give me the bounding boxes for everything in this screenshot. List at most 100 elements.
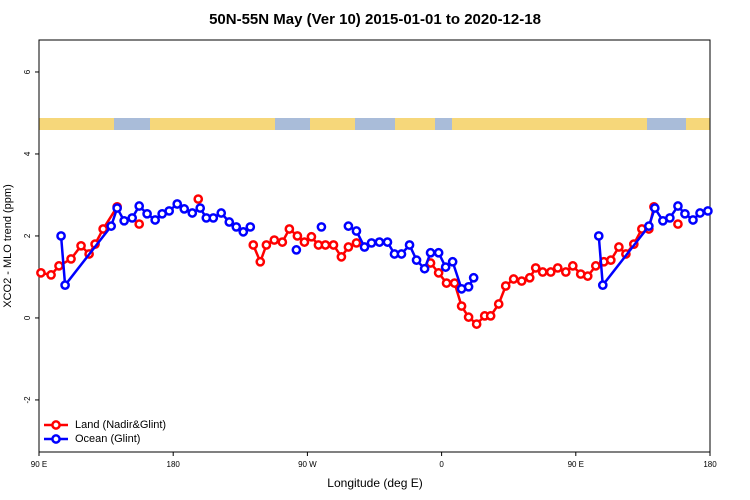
point bbox=[179, 204, 190, 214]
point bbox=[524, 272, 535, 283]
point bbox=[172, 199, 183, 209]
point bbox=[605, 255, 616, 265]
point bbox=[292, 231, 303, 241]
point bbox=[441, 278, 452, 288]
point bbox=[231, 222, 242, 232]
x-tick-label: 180 bbox=[167, 460, 181, 469]
point bbox=[493, 299, 504, 309]
point bbox=[688, 215, 698, 225]
point bbox=[366, 238, 377, 248]
point bbox=[277, 237, 288, 247]
plot-frame bbox=[38, 39, 711, 453]
point bbox=[134, 201, 145, 211]
point bbox=[471, 319, 482, 329]
point bbox=[224, 217, 235, 227]
point bbox=[649, 203, 660, 213]
point bbox=[306, 231, 317, 242]
point bbox=[433, 268, 444, 278]
point bbox=[359, 242, 370, 252]
point bbox=[516, 276, 527, 286]
point bbox=[382, 237, 393, 247]
point bbox=[134, 219, 145, 229]
point bbox=[164, 206, 175, 216]
point bbox=[255, 256, 266, 267]
point bbox=[36, 268, 46, 278]
point bbox=[419, 263, 430, 274]
point bbox=[597, 280, 608, 291]
chart-title: 50N-55N May (Ver 10) 2015-01-01 to 2020-… bbox=[209, 11, 541, 28]
point bbox=[216, 208, 227, 218]
point bbox=[433, 247, 444, 258]
land-ocean-strip bbox=[39, 118, 710, 130]
point bbox=[187, 208, 198, 218]
point bbox=[447, 256, 458, 267]
point bbox=[665, 213, 675, 223]
point bbox=[508, 274, 519, 284]
point bbox=[336, 252, 347, 262]
legend-label: Land (Nadir&Glint) bbox=[75, 419, 166, 431]
x-tick-label: 0 bbox=[439, 460, 444, 469]
point bbox=[299, 237, 310, 247]
point bbox=[248, 240, 259, 250]
land-strip bbox=[395, 118, 435, 130]
point bbox=[468, 272, 479, 283]
legend-label: Ocean (Glint) bbox=[75, 433, 140, 445]
point bbox=[456, 301, 467, 311]
point bbox=[673, 201, 683, 211]
point bbox=[614, 242, 624, 252]
point bbox=[54, 261, 64, 271]
point bbox=[208, 213, 219, 223]
point bbox=[582, 271, 593, 281]
point bbox=[567, 261, 578, 271]
point bbox=[343, 242, 354, 252]
legend-marker bbox=[51, 434, 61, 444]
point bbox=[119, 215, 129, 226]
point bbox=[530, 263, 541, 273]
point bbox=[316, 222, 327, 232]
land-strip bbox=[452, 118, 647, 130]
point bbox=[545, 267, 556, 277]
point bbox=[142, 208, 152, 219]
x-tick-label: 90 E bbox=[31, 460, 47, 469]
point bbox=[411, 255, 422, 265]
land-strip bbox=[310, 118, 355, 130]
y-tick-label: 2 bbox=[23, 233, 32, 238]
point bbox=[440, 262, 451, 272]
point bbox=[396, 249, 407, 259]
point bbox=[238, 227, 249, 237]
y-tick-label: 0 bbox=[23, 315, 32, 320]
y-tick-label: 4 bbox=[23, 151, 32, 156]
x-tick-label: 90 W bbox=[298, 460, 317, 469]
point bbox=[343, 221, 354, 231]
land-strip bbox=[686, 118, 710, 130]
point bbox=[537, 267, 548, 277]
land-strip bbox=[39, 118, 114, 130]
x-tick-label: 180 bbox=[703, 460, 717, 469]
point bbox=[552, 263, 563, 273]
point bbox=[291, 245, 302, 255]
point bbox=[463, 281, 474, 292]
point bbox=[269, 235, 280, 245]
x-axis-label: Longitude (deg E) bbox=[327, 476, 422, 490]
point bbox=[425, 247, 436, 258]
point bbox=[284, 224, 295, 234]
point bbox=[320, 240, 331, 250]
point bbox=[351, 238, 362, 248]
point bbox=[695, 208, 705, 218]
point bbox=[404, 240, 415, 250]
point bbox=[60, 280, 70, 291]
point bbox=[150, 215, 161, 225]
y-tick-label: -2 bbox=[23, 396, 32, 404]
point bbox=[127, 213, 138, 223]
point bbox=[106, 221, 117, 231]
point bbox=[351, 226, 362, 236]
point bbox=[374, 237, 385, 247]
point bbox=[245, 222, 256, 232]
point bbox=[328, 240, 339, 250]
point bbox=[703, 206, 713, 216]
x-tick-label: 90 E bbox=[568, 460, 584, 469]
point bbox=[449, 278, 460, 288]
point bbox=[112, 203, 122, 213]
point bbox=[673, 219, 683, 229]
point bbox=[66, 254, 76, 264]
